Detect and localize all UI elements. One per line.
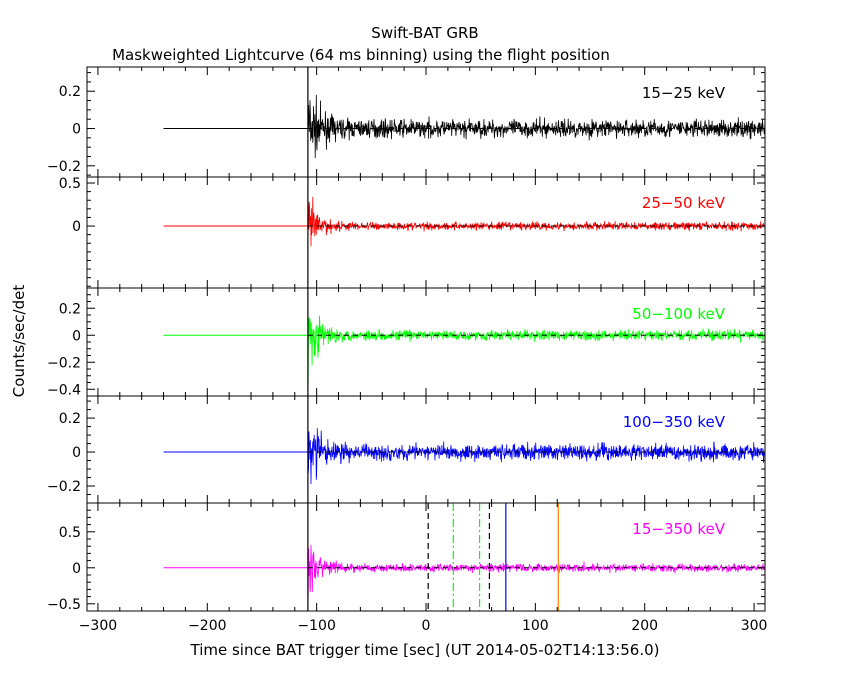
panel-3: −0.2 0 0.2 100−350 keV: [47, 395, 766, 504]
y-tick-label: 0.2: [59, 84, 81, 100]
panel-label: 25−50 keV: [642, 194, 726, 212]
y-tick-label: 0: [72, 561, 81, 577]
y-tick-label: 0.5: [59, 176, 81, 192]
panel-label: 15−350 keV: [632, 520, 725, 538]
y-tick-label: 0.5: [59, 525, 81, 541]
y-tick-label: 0: [72, 328, 81, 344]
x-tick-label: 0: [422, 618, 431, 634]
y-tick-label: −0.4: [47, 382, 81, 398]
series-trace: [307, 94, 765, 159]
chart-title: Swift-BAT GRB: [371, 24, 478, 42]
x-tick-label: −300: [79, 618, 117, 634]
y-tick-label: 0.2: [59, 411, 81, 427]
x-tick-label: 100: [522, 618, 549, 634]
series-trace: [307, 427, 765, 485]
chart-subtitle: Maskweighted Lightcurve (64 ms binning) …: [112, 46, 610, 64]
series-trace: [307, 544, 765, 599]
panel-1: 0 0.5 25−50 keV: [59, 176, 766, 289]
y-tick-label: −0.2: [47, 159, 81, 175]
panel-4: −0.5 0 0.5 15−350 keV: [47, 502, 766, 613]
y-tick-label: 0: [72, 219, 81, 235]
y-tick-label: −0.2: [47, 479, 81, 495]
y-tick-label: 0: [72, 122, 81, 138]
x-tick-label: −100: [297, 618, 335, 634]
x-tick-label: −200: [188, 618, 226, 634]
y-tick-label: −0.5: [47, 597, 81, 613]
x-tick-label: 200: [631, 618, 658, 634]
panel-2: −0.4 −0.2 0 0.2 50−100 keV: [47, 287, 766, 398]
y-tick-label: 0: [72, 445, 81, 461]
y-tick-label: 0.2: [59, 301, 81, 317]
panel-label: 100−350 keV: [623, 413, 726, 431]
panel-label: 15−25 keV: [642, 84, 726, 102]
y-tick-label: −0.2: [47, 355, 81, 371]
panel-0: −0.2 0 0.2 15−25 keV: [47, 66, 766, 178]
series-trace: [307, 315, 765, 385]
panel-label: 50−100 keV: [632, 305, 725, 323]
y-axis-label: Counts/sec/det: [10, 285, 28, 398]
x-axis-label: Time since BAT trigger time [sec] (UT 20…: [190, 641, 660, 659]
x-tick-label: 300: [741, 618, 768, 634]
